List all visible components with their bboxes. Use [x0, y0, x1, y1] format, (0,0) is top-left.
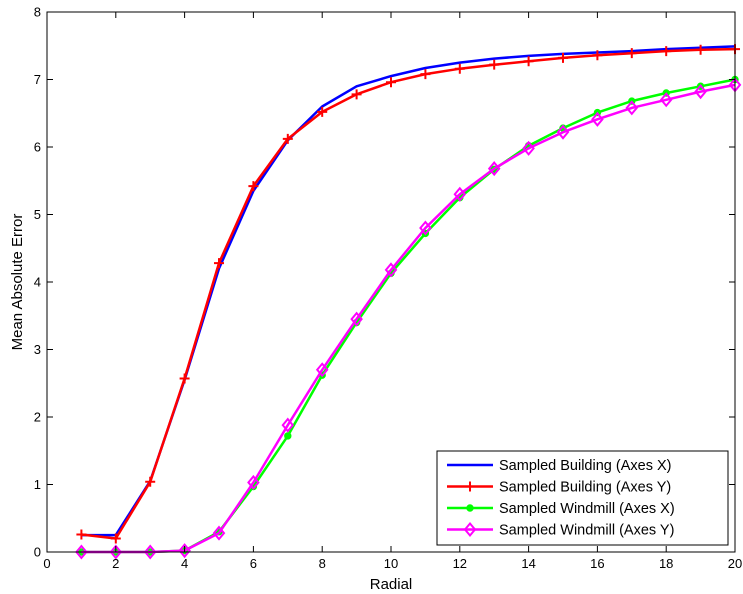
- legend-label: Sampled Building (Axes X): [499, 458, 671, 474]
- data-point: [317, 106, 328, 117]
- legend-label: Sampled Windmill (Axes X): [499, 501, 675, 517]
- data-point: [386, 77, 396, 88]
- x-tick-label: 2: [112, 556, 119, 571]
- data-point: [420, 69, 431, 80]
- x-axis-title: Radial: [370, 576, 413, 593]
- data-point: [282, 133, 293, 144]
- data-point: [109, 544, 123, 560]
- x-tick-label: 8: [319, 556, 326, 571]
- data-point: [659, 92, 673, 108]
- legend-marker: [463, 521, 477, 538]
- y-tick-label: 0: [34, 545, 41, 560]
- data-point: [487, 161, 501, 177]
- legend: Sampled Building (Axes X) Sampled Buildin…: [436, 450, 729, 546]
- data-point: [694, 84, 707, 100]
- x-tick-label: 10: [384, 556, 398, 571]
- data-point: [625, 100, 639, 116]
- y-tick-label: 4: [34, 275, 41, 290]
- y-tick-label: 2: [34, 410, 41, 425]
- data-point: [315, 362, 329, 378]
- series-4: [75, 77, 742, 560]
- legend-item: Sampled Windmill (Axes X): [447, 501, 675, 517]
- data-point: [384, 262, 398, 278]
- data-point: [145, 476, 156, 487]
- data-point: [454, 63, 465, 74]
- x-tick-label: 14: [521, 556, 535, 571]
- data-point: [178, 543, 191, 559]
- data-point: [212, 525, 226, 541]
- series-line: [81, 83, 736, 554]
- data-point: [350, 311, 363, 327]
- x-tick-label: 20: [728, 556, 742, 571]
- y-tick-label: 3: [34, 342, 41, 357]
- data-point: [522, 140, 535, 156]
- x-tick-label: 16: [590, 556, 604, 571]
- data-point: [419, 220, 432, 236]
- data-point: [626, 48, 637, 59]
- legend-marker: [466, 504, 474, 512]
- series-2: [76, 44, 740, 544]
- data-point: [489, 59, 500, 70]
- y-axis: 0 1 2 3 4 5 6 7 8: [34, 5, 735, 560]
- data-point: [558, 52, 568, 63]
- series-layer: [75, 44, 742, 560]
- data-point: [523, 56, 534, 67]
- legend-marker: [465, 481, 475, 492]
- legend-label: Sampled Windmill (Axes Y): [499, 523, 674, 539]
- data-point: [695, 44, 706, 55]
- data-point: [75, 544, 88, 560]
- legend-item: Sampled Building (Axes X): [447, 458, 671, 474]
- data-point: [281, 417, 295, 433]
- y-tick-label: 1: [34, 477, 41, 492]
- data-point: [143, 544, 157, 560]
- legend-item: Sampled Windmill (Axes Y): [447, 521, 674, 539]
- data-point: [351, 89, 362, 100]
- data-point: [453, 186, 467, 202]
- x-tick-label: 18: [659, 556, 673, 571]
- x-axis: 0 2 4 6 8 10 12 14 16 18 20: [43, 12, 742, 571]
- x-tick-label: 0: [43, 556, 50, 571]
- x-tick-label: 6: [250, 556, 257, 571]
- x-tick-label: 4: [181, 556, 188, 571]
- y-axis-title: Mean Absolute Error: [9, 214, 26, 351]
- data-point: [556, 124, 570, 140]
- data-point: [214, 258, 224, 269]
- series-line: [81, 47, 736, 540]
- data-point: [284, 432, 292, 440]
- data-point: [661, 46, 672, 57]
- y-tick-label: 6: [34, 140, 41, 155]
- data-point: [591, 111, 604, 127]
- legend-item: Sampled Building (Axes Y): [447, 480, 671, 496]
- data-point: [179, 373, 190, 384]
- data-point: [592, 50, 603, 61]
- data-point: [247, 474, 260, 491]
- y-tick-label: 8: [34, 5, 41, 20]
- data-point: [76, 529, 87, 540]
- legend-label: Sampled Building (Axes Y): [499, 480, 671, 496]
- y-tick-label: 5: [34, 207, 41, 222]
- data-point: [110, 533, 121, 544]
- y-tick-label: 7: [34, 72, 41, 87]
- x-tick-label: 12: [453, 556, 467, 571]
- data-point: [248, 181, 259, 192]
